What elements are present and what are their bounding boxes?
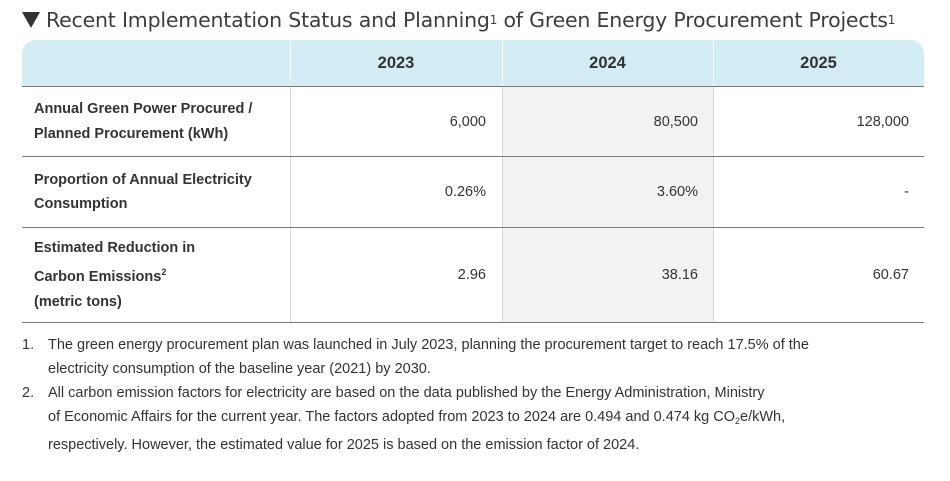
cell-value-2024: 3.60%: [656, 184, 698, 200]
column-divider: [713, 87, 714, 156]
column-divider: [290, 228, 291, 322]
column-divider: [290, 87, 291, 156]
footnote-line: of Economic Affairs for the current year…: [48, 405, 922, 433]
footnote: 2. All carbon emission factors for elect…: [22, 381, 922, 457]
row-label-line: Planned Procurement (kWh): [34, 125, 229, 142]
column-divider: [713, 157, 714, 227]
column-shade: [502, 228, 713, 322]
title-text: Recent Implementation Status and Plannin…: [46, 8, 490, 32]
row-label: Estimated Reduction in Carbon Emissions2…: [34, 228, 289, 322]
column-shade: [502, 157, 713, 227]
column-divider: [502, 87, 503, 156]
row-label: Annual Green Power Procured / Planned Pr…: [34, 87, 289, 156]
footnote-number: 2.: [22, 385, 35, 401]
header-2023: 2023: [377, 53, 415, 72]
row-label-text: Carbon Emissions: [34, 269, 162, 286]
cell-value-2023: 6,000: [449, 113, 486, 130]
table-row: Annual Green Power Procured / Planned Pr…: [22, 87, 924, 157]
title-footnote-mark-2: 1: [887, 13, 896, 27]
table-row: Proportion of Annual Electricity Consump…: [22, 157, 924, 228]
triangle-down-icon: [22, 12, 40, 28]
footnote-subscript: 2: [735, 416, 741, 426]
footnote-text: e/kWh,: [740, 409, 786, 425]
cell-value-2023: 2.96: [457, 267, 486, 283]
header-divider: [502, 40, 503, 86]
row-label-line: Annual Green Power Procured /: [34, 101, 253, 117]
procurement-table: 2023 2024 2025 Annual Green Power Procur…: [22, 40, 924, 323]
cell-value-2025: 128,000: [856, 113, 909, 130]
footnote-number: 1.: [22, 337, 35, 353]
row-label: Proportion of Annual Electricity Consump…: [34, 157, 289, 227]
header-2024: 2024: [589, 53, 626, 72]
row-label-line: Proportion of Annual Electricity: [34, 171, 252, 188]
footnote: 1. The green energy procurement plan was…: [22, 333, 922, 381]
column-divider: [502, 228, 503, 322]
cell-value-2024: 80,500: [653, 113, 698, 130]
cell-value-2024: 38.16: [661, 267, 698, 283]
header-divider: [713, 40, 714, 86]
footnote-text: of Economic Affairs for the current year…: [48, 409, 736, 425]
column-divider: [290, 157, 291, 227]
column-divider: [713, 228, 714, 322]
cell-value-2023: 0.26%: [444, 184, 486, 200]
header-2025: 2025: [800, 53, 837, 72]
header-divider: [290, 40, 291, 86]
row-label-line: (metric tons): [34, 293, 122, 310]
row-label-line: Estimated Reduction in: [34, 239, 196, 256]
title-footnote-mark: 1: [489, 13, 498, 27]
footnotes: 1. The green energy procurement plan was…: [22, 333, 922, 457]
table-header: 2023 2024 2025: [22, 40, 924, 87]
title-text-2: of Green Energy Procurement Projects: [497, 8, 888, 32]
footnote-line: The green energy procurement plan was la…: [48, 337, 809, 353]
header-blank: [22, 40, 290, 86]
table-title: Recent Implementation Status and Plannin…: [22, 5, 895, 35]
table-row: Estimated Reduction in Carbon Emissions2…: [22, 228, 924, 323]
column-divider: [502, 157, 503, 227]
row-label-line: Consumption: [34, 196, 128, 212]
row-label-line: Carbon Emissions2: [34, 260, 289, 290]
cell-value-2025: -: [904, 184, 909, 200]
cell-value-2025: 60.67: [872, 267, 909, 283]
footnote-line: respectively. However, the estimated val…: [48, 437, 640, 453]
row-label-footnote-mark: 2: [161, 267, 167, 278]
footnote-line: electricity consumption of the baseline …: [48, 361, 431, 377]
footnote-line: All carbon emission factors for electric…: [48, 385, 765, 401]
column-shade: [502, 87, 713, 156]
